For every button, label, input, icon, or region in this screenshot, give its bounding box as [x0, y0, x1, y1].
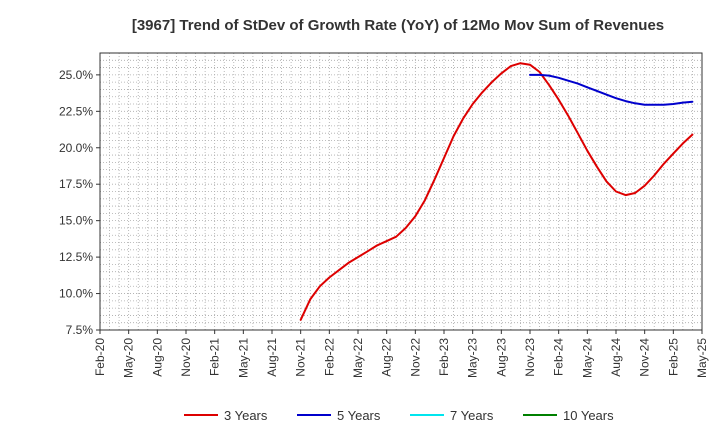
x-tick-label: Nov-22	[408, 338, 422, 377]
x-tick-label: May-25	[695, 338, 709, 378]
x-tick-label: May-24	[580, 338, 594, 378]
y-tick-label: 17.5%	[59, 177, 93, 191]
x-tick-label: Feb-21	[208, 338, 222, 376]
x-tick-label: Aug-22	[380, 338, 394, 377]
y-tick-label: 12.5%	[59, 250, 93, 264]
x-tick-label: Feb-23	[437, 338, 451, 376]
legend: 3 Years 5 Years 7 Years 10 Years	[184, 408, 614, 423]
x-tick-label: May-21	[236, 338, 250, 378]
y-tick-label: 22.5%	[59, 104, 93, 118]
y-tick-label: 15.0%	[59, 214, 93, 228]
x-tick-label: Nov-21	[294, 338, 308, 377]
y-tick-label: 20.0%	[59, 141, 93, 155]
legend-label: 10 Years	[563, 408, 614, 423]
x-tick-label: Feb-20	[93, 338, 107, 376]
legend-label: 5 Years	[337, 408, 381, 423]
x-tick-label: May-22	[351, 338, 365, 378]
grid	[100, 53, 702, 330]
plot-frame	[99, 52, 703, 331]
x-tick-label: Feb-25	[666, 338, 680, 376]
x-tick-label: Aug-20	[150, 338, 164, 377]
x-tick-label: Nov-24	[638, 338, 652, 377]
chart-title: [3967] Trend of StDev of Growth Rate (Yo…	[132, 17, 664, 34]
x-tick-label: Aug-21	[265, 338, 279, 377]
series-lines	[299, 62, 694, 321]
x-tick-label: Feb-22	[322, 338, 336, 376]
x-tick-label: Nov-23	[523, 338, 537, 377]
y-tick-label: 25.0%	[59, 68, 93, 82]
x-tick-label: Aug-23	[494, 338, 508, 377]
y-tick-label: 10.0%	[59, 287, 93, 301]
y-axis-ticks: 7.5% 10.0% 12.5% 15.0% 17.5% 20.0% 22.5% 25.0%	[59, 68, 100, 337]
x-tick-label: Nov-20	[179, 338, 193, 377]
x-tick-label: Aug-24	[609, 338, 623, 377]
legend-label: 3 Years	[224, 408, 268, 423]
x-axis-ticks: Feb-20 May-20 Aug-20 Nov-20 Feb-21 May-21 Aug-…	[93, 330, 709, 378]
x-tick-label: May-23	[466, 338, 480, 378]
series-line-3-years	[299, 62, 694, 321]
series-line-5-years	[529, 73, 694, 106]
y-tick-label: 7.5%	[66, 323, 94, 337]
x-tick-label: May-20	[122, 338, 136, 378]
legend-label: 7 Years	[450, 408, 494, 423]
x-tick-label: Feb-24	[552, 338, 566, 376]
